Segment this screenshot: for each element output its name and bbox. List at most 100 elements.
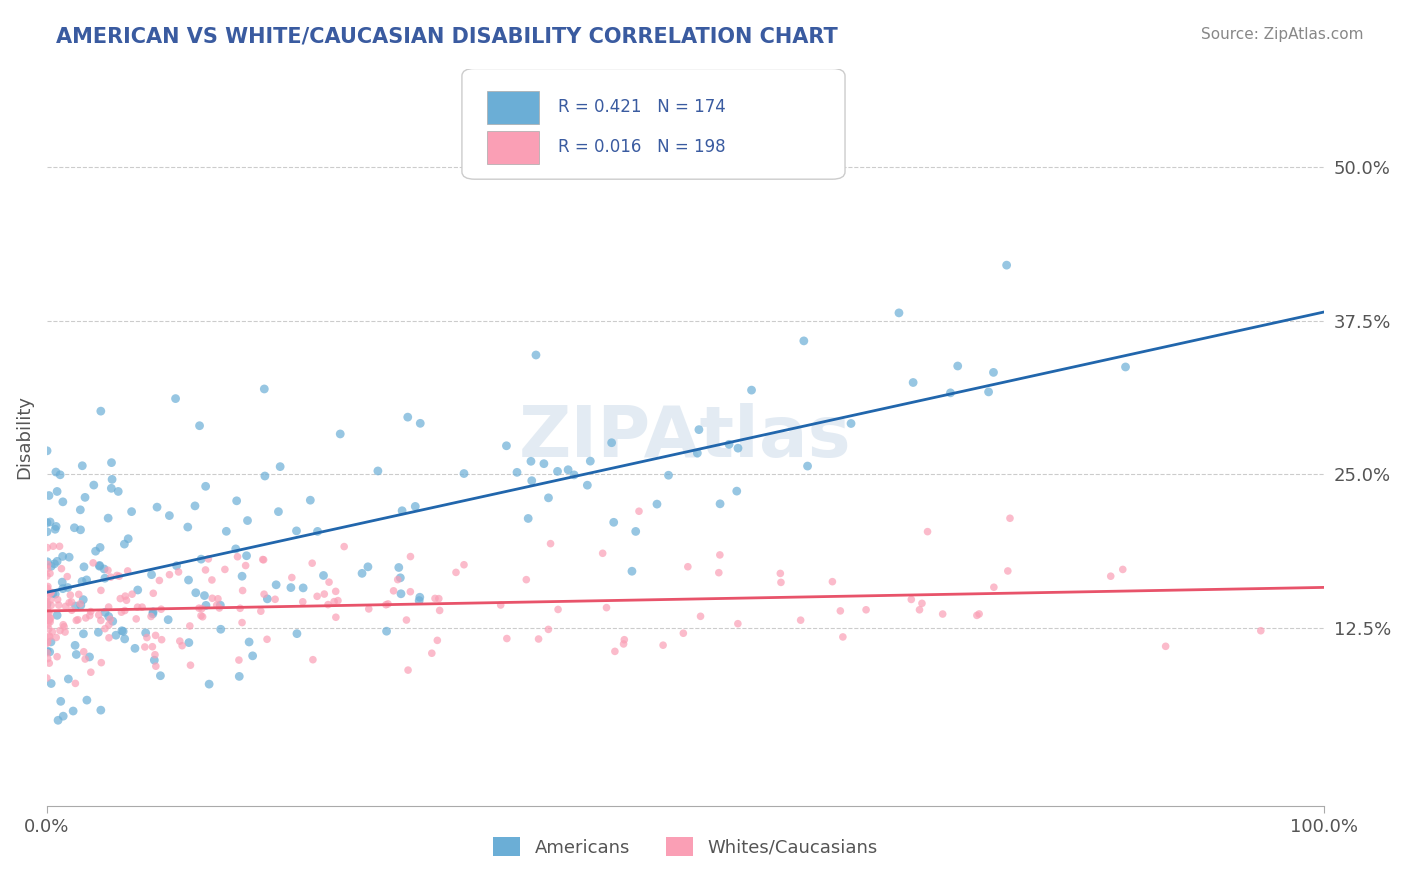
Point — [63, 521, 86, 535]
Point — [672, 626, 695, 640]
Point — [37, 606, 59, 620]
Text: R = 0.016   N = 198: R = 0.016 N = 198 — [558, 138, 725, 156]
Point — [112, 624, 135, 639]
Point — [38, 489, 60, 503]
Point — [367, 464, 389, 478]
Point — [215, 524, 238, 539]
Point — [97, 609, 120, 624]
Point — [90, 404, 112, 418]
Point — [42, 539, 65, 553]
Point — [901, 376, 924, 390]
Point — [82, 556, 104, 570]
Point — [427, 591, 450, 606]
Point — [389, 571, 412, 585]
Point — [150, 632, 173, 647]
Point — [1099, 569, 1122, 583]
Point — [256, 591, 278, 606]
Point — [537, 491, 560, 505]
Point — [179, 619, 201, 633]
Point — [793, 334, 815, 348]
Point — [48, 598, 70, 612]
Point — [97, 563, 120, 577]
Point — [134, 640, 156, 654]
Point — [839, 417, 862, 431]
Point — [325, 610, 347, 624]
Point — [547, 602, 569, 616]
Point — [35, 443, 58, 458]
Point — [135, 631, 157, 645]
Point — [111, 624, 134, 638]
Point — [718, 437, 741, 451]
Point — [49, 694, 72, 708]
Point — [285, 524, 308, 538]
Point — [453, 467, 475, 481]
Point — [52, 582, 75, 596]
Point — [52, 617, 75, 632]
Point — [190, 608, 212, 623]
Point — [52, 549, 75, 564]
Point — [579, 454, 602, 468]
Text: Source: ZipAtlas.com: Source: ZipAtlas.com — [1201, 27, 1364, 42]
Point — [39, 676, 62, 690]
Point — [148, 574, 170, 588]
Point — [98, 612, 121, 626]
Point — [65, 648, 87, 662]
Point — [709, 548, 731, 562]
Point — [207, 591, 229, 606]
Y-axis label: Disability: Disability — [15, 395, 32, 479]
Point — [44, 557, 66, 571]
Point — [39, 566, 62, 581]
Point — [38, 645, 60, 659]
Point — [135, 625, 157, 640]
Point — [620, 564, 643, 578]
Point — [46, 484, 69, 499]
Point — [236, 514, 259, 528]
Point — [44, 587, 66, 601]
Point — [46, 592, 69, 607]
Point — [60, 603, 83, 617]
Point — [145, 659, 167, 673]
Point — [285, 626, 308, 640]
Point — [38, 630, 60, 644]
Point — [45, 465, 67, 479]
Point — [228, 669, 250, 683]
Point — [65, 676, 87, 690]
Point — [686, 446, 709, 460]
Point — [316, 598, 339, 612]
Point — [48, 539, 70, 553]
Point — [35, 595, 58, 609]
Point — [69, 597, 91, 611]
Point — [131, 600, 153, 615]
Point — [595, 600, 617, 615]
Point — [37, 541, 59, 555]
Point — [169, 634, 191, 648]
Point — [114, 589, 136, 603]
Point — [65, 613, 87, 627]
Point — [253, 587, 276, 601]
Point — [52, 495, 75, 509]
Point — [79, 608, 101, 623]
Point — [37, 614, 59, 628]
Point — [139, 609, 162, 624]
Point — [150, 602, 173, 616]
Point — [388, 560, 411, 574]
Point — [121, 505, 143, 519]
Point — [998, 511, 1021, 525]
Point — [377, 597, 399, 611]
Point — [323, 594, 346, 608]
Point — [35, 636, 58, 650]
Point — [977, 384, 1000, 399]
Point — [39, 615, 62, 629]
Point — [112, 537, 135, 551]
Point — [600, 435, 623, 450]
Point — [59, 588, 82, 602]
Point — [62, 704, 84, 718]
Point — [49, 624, 72, 638]
Point — [93, 562, 115, 576]
Point — [657, 468, 679, 483]
Point — [562, 467, 585, 482]
Point — [231, 615, 253, 630]
Point — [399, 549, 422, 564]
Point — [65, 599, 87, 613]
Point — [90, 703, 112, 717]
